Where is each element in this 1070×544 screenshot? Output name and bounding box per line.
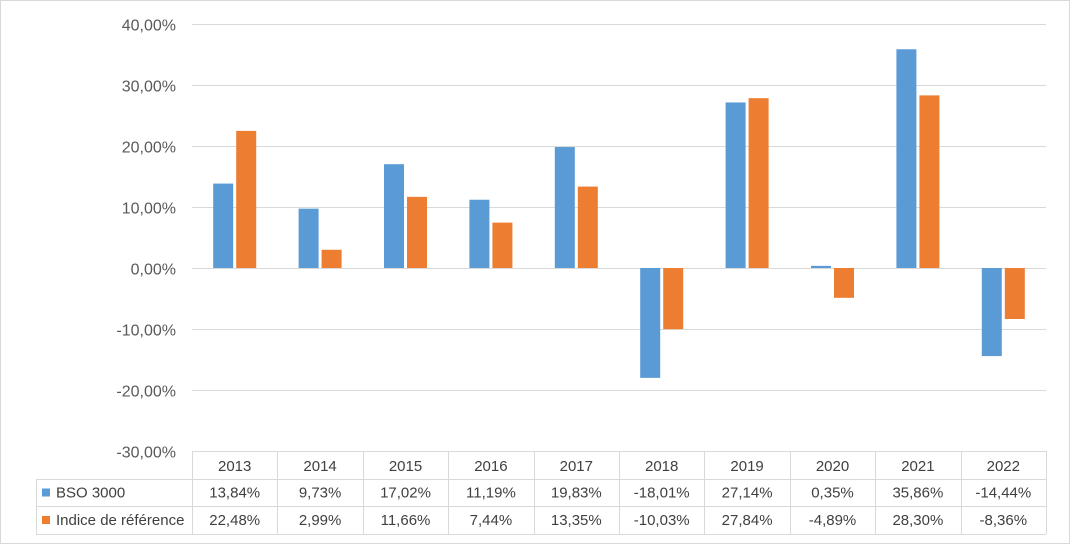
data-label: -10,03% [634, 512, 690, 529]
bar-series1-2016 [469, 199, 490, 268]
category-label: 2021 [901, 458, 934, 475]
bar-series1-2019 [725, 102, 746, 268]
data-label: 19,83% [551, 485, 602, 502]
data-label: 11,66% [381, 512, 431, 529]
bar-series2-2020 [834, 268, 854, 298]
y-tick-label: 30,00% [122, 79, 176, 96]
data-label: 13,35% [551, 512, 602, 529]
data-label: -18,01% [634, 485, 690, 502]
data-label: 0,35% [811, 485, 854, 502]
bar-series2-2017 [577, 186, 598, 268]
bar-series2-2022 [1004, 268, 1025, 319]
data-label: 17,02% [380, 485, 431, 502]
data-label: 35,86% [892, 485, 943, 502]
y-tick-label: -20,00% [116, 384, 176, 401]
y-tick-label: 40,00% [122, 18, 176, 35]
bar-series1-2014 [298, 208, 319, 268]
data-label: 27,84% [722, 512, 773, 529]
data-label: 7,44% [470, 512, 513, 529]
bar-series1-2013 [213, 183, 234, 268]
category-label: 2014 [303, 458, 336, 475]
data-label: 9,73% [299, 485, 342, 502]
bar-series1-2021 [896, 49, 917, 269]
category-label: 2013 [218, 458, 251, 475]
data-label: 13,84% [209, 485, 260, 502]
category-label: 2017 [560, 458, 593, 475]
bar-series1-2017 [554, 147, 575, 268]
bar-series2-2018 [663, 268, 684, 330]
category-label: 2019 [730, 458, 763, 475]
bar-series2-2016 [492, 222, 513, 268]
bar-series2-2019 [748, 98, 769, 269]
category-label: 2020 [816, 458, 849, 475]
legend-label: Indice de référence [56, 512, 184, 529]
legend-swatch [42, 516, 50, 524]
bar-series2-2014 [321, 249, 342, 268]
category-label: 2015 [389, 458, 422, 475]
data-label: -14,44% [975, 485, 1031, 502]
data-label: 28,30% [892, 512, 943, 529]
bar-series1-2022 [981, 268, 1002, 357]
y-tick-label: -30,00% [116, 445, 176, 462]
legend-label: BSO 3000 [56, 485, 125, 502]
data-label: -8,36% [980, 512, 1028, 529]
bar-series1-2018 [640, 268, 661, 378]
bar-series2-2021 [919, 95, 940, 269]
y-axis-tick-labels: 40,00% 30,00% 20,00% 10,00% 0,00% -10,00% -20,… [116, 18, 176, 462]
data-label: 22,48% [209, 512, 260, 529]
y-tick-label: 0,00% [131, 262, 176, 279]
category-label: 2018 [645, 458, 678, 475]
legend-swatch [42, 488, 50, 497]
y-tick-label: 10,00% [122, 201, 176, 218]
data-label: 2,99% [299, 512, 342, 529]
data-label: 27,14% [722, 485, 773, 502]
bars [213, 49, 1025, 378]
data-label: -4,89% [809, 512, 857, 529]
category-label: 2016 [474, 458, 507, 475]
category-label: 2022 [987, 458, 1020, 475]
bar-series2-2013 [236, 130, 257, 268]
y-tick-label: -10,00% [116, 323, 176, 340]
y-tick-label: 20,00% [122, 140, 176, 157]
bar-series2-2015 [407, 196, 427, 268]
bar-series1-2020 [811, 265, 831, 268]
bar-series1-2015 [384, 164, 404, 268]
data-table: 2013 2014 2015 2016 2017 2018 2019 2020 2021 2022… [36, 451, 1047, 535]
data-label: 11,19% [466, 485, 516, 502]
